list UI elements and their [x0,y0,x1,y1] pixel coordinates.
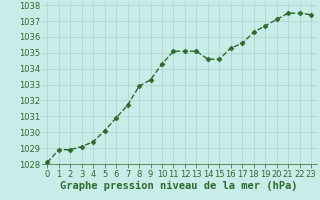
X-axis label: Graphe pression niveau de la mer (hPa): Graphe pression niveau de la mer (hPa) [60,181,298,191]
